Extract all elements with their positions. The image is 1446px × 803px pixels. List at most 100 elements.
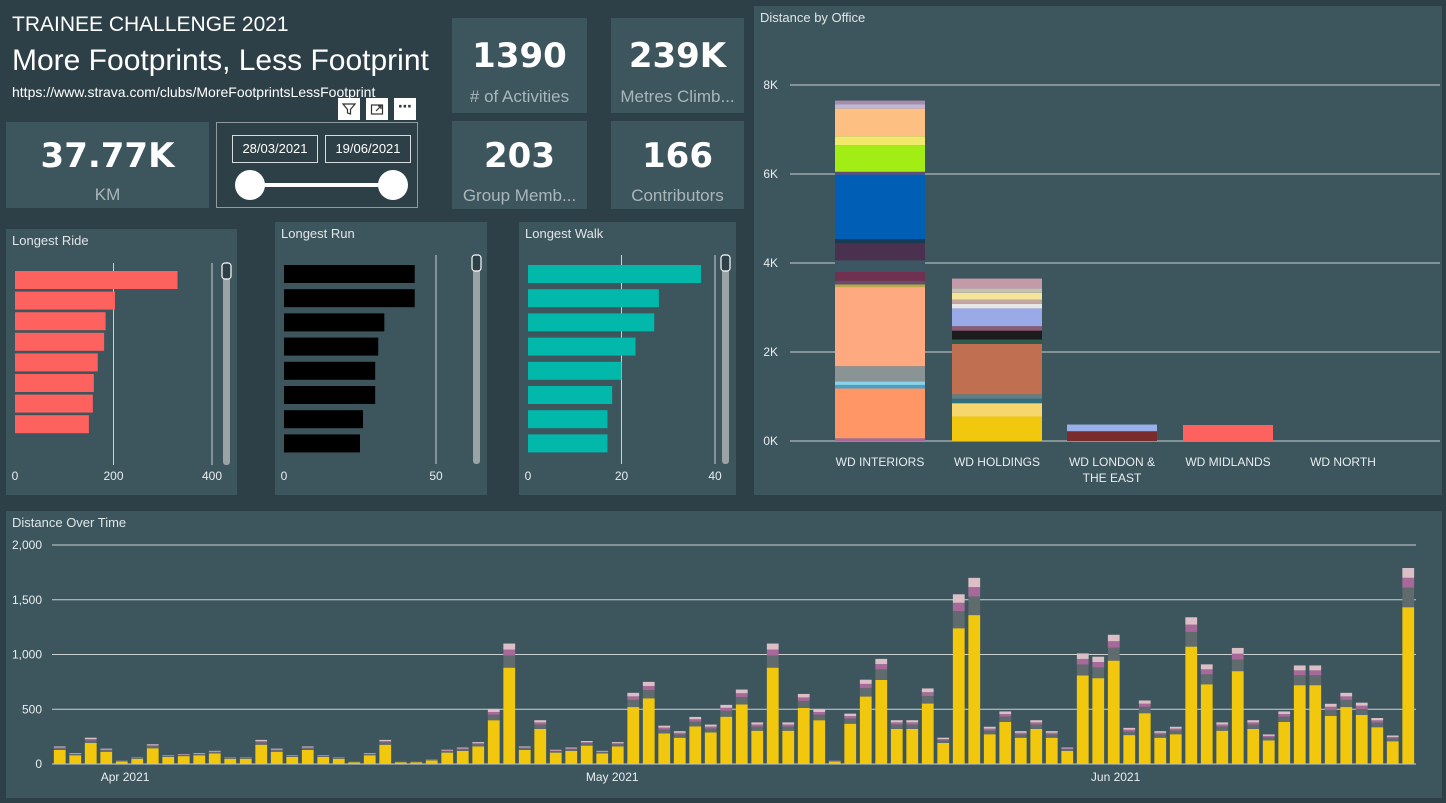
distance-by-office-chart: 0K 2K 4K 6K 8K WD INTERIORS WD HOLDINGS WD LOND…	[763, 78, 1440, 485]
slicer-start-date[interactable]: 28/03/2021	[232, 135, 318, 163]
kpi-activities-value: 1390	[472, 36, 567, 76]
bar	[528, 434, 608, 453]
day-bar-segment	[1185, 624, 1198, 632]
day-bar-segment	[100, 749, 113, 751]
day-bar-segment	[1200, 684, 1213, 764]
day-bar-segment	[844, 713, 857, 717]
day-bar-segment	[999, 714, 1012, 717]
day-bar-segment	[1200, 674, 1213, 685]
day-bar-segment	[704, 732, 717, 764]
more-options-icon[interactable]: ⋯	[394, 98, 416, 120]
day-bar-segment	[239, 758, 252, 759]
day-bar-segment	[1402, 607, 1415, 764]
day-bar-segment	[1386, 741, 1399, 764]
y-tick-label: 6K	[763, 167, 778, 181]
distance-over-time-panel: Distance Over Time 0 500 1,000 1,500 2,000 Ap…	[6, 511, 1442, 798]
day-bar-segment	[518, 747, 531, 749]
focus-mode-icon[interactable]	[366, 98, 388, 120]
day-bar-segment	[1107, 634, 1120, 642]
slicer-track[interactable]	[250, 183, 393, 187]
day-bar-segment	[456, 750, 469, 764]
stack-segment	[835, 108, 925, 137]
day-bar-segment	[565, 750, 578, 764]
day-bar-segment	[673, 732, 686, 735]
slicer-handle-end[interactable]	[378, 170, 408, 200]
x-tick-label: 0	[525, 469, 532, 483]
day-bar-segment	[720, 707, 733, 711]
day-bar-segment	[689, 716, 702, 720]
x-tick-label: 0	[12, 469, 19, 483]
slicer-end-date[interactable]: 19/06/2021	[325, 135, 411, 163]
filter-icon[interactable]	[338, 98, 360, 120]
bar	[15, 353, 98, 372]
day-bar-segment	[627, 692, 640, 697]
bar	[15, 271, 178, 289]
day-bar-segment	[611, 743, 624, 745]
day-bar-segment	[301, 746, 314, 748]
day-bar-segment	[425, 760, 438, 764]
day-bar-segment	[317, 756, 330, 764]
day-bar-segment	[1340, 707, 1353, 764]
stack-segment	[835, 388, 925, 439]
day-bar-segment	[642, 690, 655, 699]
stack-segment	[835, 174, 925, 239]
kpi-metres-value: 239K	[628, 36, 727, 76]
day-bar-segment	[890, 720, 903, 723]
bar	[284, 410, 364, 429]
day-bar-segment	[456, 749, 469, 751]
kpi-card-group-members: 203 Group Memb...	[452, 121, 587, 209]
day-bar-segment	[1293, 685, 1306, 764]
slicer-handle-start[interactable]	[235, 170, 265, 200]
longest-walk-panel: Longest Walk 0 20 40	[519, 222, 736, 495]
day-bar-segment	[859, 688, 872, 697]
x-tick-label: Jun 2021	[1091, 770, 1141, 784]
day-bar-segment	[1371, 720, 1384, 723]
day-bar-segment	[379, 744, 392, 764]
stack-segment	[952, 326, 1042, 331]
x-tick-label: 200	[103, 469, 123, 483]
scrollbar-track[interactable]	[722, 255, 729, 464]
stack-segment	[835, 171, 925, 175]
kpi-contributors-value: 166	[642, 136, 713, 176]
day-bar-segment	[1278, 721, 1291, 764]
strava-club-link[interactable]: https://www.strava.com/clubs/MoreFootpri…	[12, 84, 376, 100]
day-bar-segment	[100, 748, 113, 750]
x-tick-label: THE EAST	[1083, 471, 1142, 485]
stack-segment	[835, 366, 925, 382]
day-bar-segment	[1169, 726, 1182, 729]
day-bar-segment	[1030, 728, 1043, 764]
stack-segment	[835, 238, 925, 244]
day-bar-segment	[658, 729, 671, 734]
kpi-metres-label: Metres Climb...	[620, 87, 735, 106]
day-bar-segment	[735, 689, 748, 694]
scrollbar-track[interactable]	[473, 255, 480, 464]
day-bar-segment	[580, 742, 593, 744]
day-bar-segment	[193, 754, 206, 756]
scrollbar-track[interactable]	[223, 263, 230, 465]
day-bar-segment	[131, 758, 144, 764]
day-bar-segment	[1386, 735, 1399, 737]
day-bar-segment	[906, 728, 919, 764]
distance-by-office-title: Distance by Office	[760, 10, 866, 25]
scrollbar-thumb[interactable]	[720, 254, 731, 272]
kpi-card-km: 37.77K KM	[6, 122, 209, 208]
day-bar-segment	[1107, 660, 1120, 764]
day-bar-segment	[208, 750, 221, 752]
scrollbar-thumb[interactable]	[221, 262, 232, 280]
distance-by-office-panel: Distance by Office 0K 2K 4K 6K 8K WD INTERIOR…	[754, 6, 1442, 495]
day-bar-segment	[177, 756, 190, 764]
day-bar-segment	[503, 643, 516, 650]
day-bar-segment	[487, 709, 500, 712]
day-bar-segment	[1324, 706, 1337, 710]
day-bar-segment	[875, 664, 888, 670]
day-bar-segment	[983, 726, 996, 729]
scrollbar-thumb[interactable]	[471, 254, 482, 272]
day-bar-segment	[999, 721, 1012, 764]
stack-segment	[952, 299, 1042, 304]
day-bar-segment	[1355, 702, 1368, 706]
day-bar-segment	[1030, 722, 1043, 725]
day-bar-segment	[255, 739, 268, 742]
date-range-slicer[interactable]: 28/03/2021 19/06/2021	[216, 122, 418, 208]
day-bar-segment	[797, 693, 810, 698]
distance-over-time-title: Distance Over Time	[12, 515, 127, 530]
